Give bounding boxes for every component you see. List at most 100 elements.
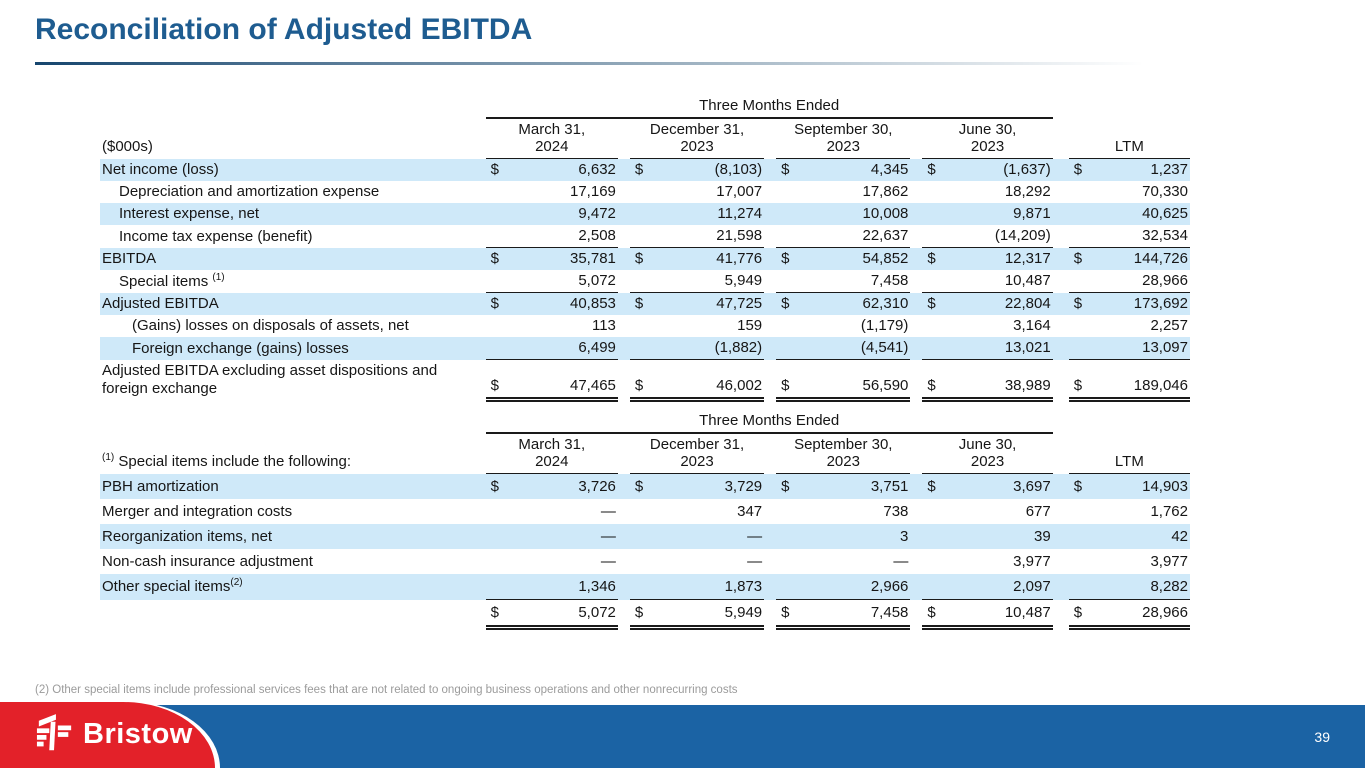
column-gap bbox=[764, 360, 776, 400]
value: 18,292 bbox=[1004, 183, 1051, 200]
value: 28,966 bbox=[1142, 603, 1188, 621]
value-cell: 10,487 bbox=[922, 270, 1053, 293]
value: — bbox=[893, 552, 909, 570]
value-cell: — bbox=[485, 524, 618, 549]
column-gap bbox=[618, 181, 630, 203]
value: (1,637) bbox=[1003, 161, 1051, 178]
bristow-logo-container: Bristow bbox=[0, 702, 215, 768]
column-header: June 30, 2023 bbox=[922, 433, 1053, 474]
column-gap bbox=[764, 270, 776, 293]
value: 40,853 bbox=[570, 295, 616, 312]
value: 5,949 bbox=[724, 272, 763, 289]
row-label: Interest expense, net bbox=[100, 203, 486, 225]
value-cell: $ (8,103) bbox=[629, 158, 765, 181]
column-gap bbox=[618, 360, 630, 400]
table-row: Income tax expense (benefit) 2,508 21,598 2… bbox=[100, 225, 1190, 248]
column-header: LTM bbox=[1068, 118, 1190, 159]
table-row: Foreign exchange (gains) losses 6,499 (1,8… bbox=[100, 337, 1190, 360]
dollar-sign: $ bbox=[927, 250, 936, 267]
value: 10,008 bbox=[862, 205, 909, 222]
column-gap bbox=[618, 225, 630, 248]
column-gap bbox=[1052, 524, 1069, 549]
value: 7,458 bbox=[870, 272, 909, 289]
value: (14,209) bbox=[994, 227, 1051, 244]
value-cell: 9,472 bbox=[485, 203, 618, 225]
value-cell: 21,598 bbox=[629, 225, 765, 248]
column-gap bbox=[1052, 574, 1069, 600]
value: 738 bbox=[883, 502, 909, 520]
value: 28,966 bbox=[1142, 272, 1188, 289]
dollar-sign: $ bbox=[490, 161, 500, 178]
value: 13,021 bbox=[1004, 339, 1051, 356]
value-cell: $47,465 bbox=[485, 359, 618, 402]
value-cell: 28,966 bbox=[1068, 270, 1190, 293]
value-cell: $22,804 bbox=[922, 292, 1053, 315]
value: 39 bbox=[1034, 527, 1051, 545]
row-label: Adjusted EBITDA excluding asset disposit… bbox=[102, 361, 438, 397]
value-cell: $56,590 bbox=[776, 359, 911, 402]
value-cell: 347 bbox=[630, 499, 764, 524]
column-gap bbox=[617, 574, 630, 600]
dollar-sign: $ bbox=[927, 377, 936, 394]
dollar-sign: $ bbox=[1073, 295, 1083, 312]
special-items-table: Three Months Ended (1) Special items incl… bbox=[100, 412, 1190, 630]
group-header: Three Months Ended bbox=[485, 412, 1053, 434]
value: 2,097 bbox=[1013, 577, 1051, 595]
column-gap bbox=[910, 574, 923, 600]
column-gap bbox=[1053, 600, 1069, 628]
value: 6,632 bbox=[578, 161, 616, 178]
value: 22,637 bbox=[862, 227, 909, 244]
value-cell: $5,072 bbox=[485, 599, 618, 630]
value-cell: (1,882) bbox=[629, 337, 765, 360]
column-header: June 30, 2023 bbox=[922, 118, 1053, 159]
value: 1,346 bbox=[578, 577, 616, 595]
value-cell: 5,072 bbox=[485, 270, 618, 293]
value: (4,541) bbox=[860, 339, 909, 356]
dollar-sign: $ bbox=[781, 161, 790, 178]
dollar-sign: $ bbox=[634, 603, 644, 621]
column-gap bbox=[617, 337, 630, 360]
row-label bbox=[100, 600, 486, 628]
row-label: Depreciation and amortization expense bbox=[119, 183, 380, 200]
value-cell: 3 bbox=[776, 524, 911, 549]
value: 17,169 bbox=[570, 183, 616, 200]
dollar-sign: $ bbox=[1073, 603, 1083, 621]
value-cell: 17,862 bbox=[776, 181, 910, 203]
value-cell: $3,751 bbox=[776, 473, 911, 499]
column-gap bbox=[910, 600, 922, 628]
row-label: Adjusted EBITDA bbox=[100, 292, 486, 315]
group-header-row: Three Months Ended bbox=[100, 412, 1190, 434]
bristow-wordmark: Bristow bbox=[83, 717, 193, 750]
column-gap bbox=[764, 203, 777, 225]
value: 3,729 bbox=[724, 477, 763, 495]
row-label: Net income (loss) bbox=[100, 158, 486, 181]
value: 47,465 bbox=[570, 377, 616, 394]
column-gap bbox=[1052, 247, 1069, 270]
value-cell: 113 bbox=[486, 315, 618, 337]
value: 42 bbox=[1171, 527, 1188, 545]
value-cell: 3,977 bbox=[922, 549, 1052, 574]
column-gap bbox=[910, 181, 922, 203]
value-cell: 40,625 bbox=[1068, 203, 1190, 225]
value: — bbox=[600, 527, 616, 545]
value: 32,534 bbox=[1142, 227, 1188, 244]
row-label: Reorganization items, net bbox=[100, 524, 486, 549]
column-header: December 31, 2023 bbox=[629, 433, 765, 474]
column-gap bbox=[1053, 118, 1069, 159]
value-cell: (4,541) bbox=[776, 337, 911, 360]
value-cell: 2,508 bbox=[485, 225, 618, 248]
value: 17,862 bbox=[862, 183, 909, 200]
column-gap bbox=[764, 499, 776, 524]
value: 113 bbox=[591, 317, 616, 334]
value-cell: 11,274 bbox=[629, 203, 765, 225]
table-row: Reorganization items, net — — 3 39 42 bbox=[100, 524, 1190, 549]
column-gap bbox=[910, 118, 922, 159]
column-gap bbox=[1052, 292, 1069, 315]
value-cell: (1,179) bbox=[776, 315, 910, 337]
dollar-sign: $ bbox=[1073, 161, 1083, 178]
value: 40,625 bbox=[1142, 205, 1188, 222]
value: 54,852 bbox=[862, 250, 909, 267]
value: 46,002 bbox=[716, 377, 763, 394]
value: 13,097 bbox=[1142, 339, 1188, 356]
value-cell: 8,282 bbox=[1068, 574, 1190, 600]
